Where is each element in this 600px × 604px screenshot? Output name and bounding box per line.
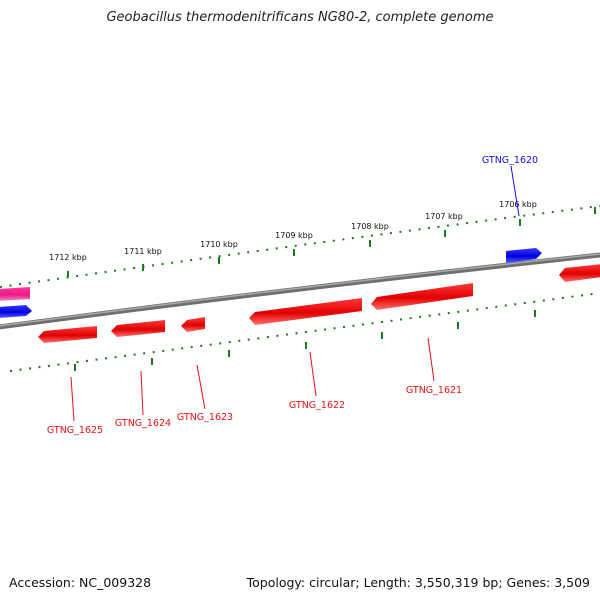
gene-arrow-gtng-1623[interactable] [181,317,205,332]
gene-label-gtng-1624[interactable]: GTNG_1624 [115,418,171,429]
gene-arrow-gtng-1621[interactable] [371,283,473,310]
leader-line-gtng-1621 [427,337,435,382]
gene-arrow-gtng-1622[interactable] [249,298,362,325]
kbp-labels: 1712 kbp 1711 kbp 1710 kbp 1709 kbp 1708… [49,200,537,262]
kbp-label: 1706 kbp [499,200,537,209]
kbp-label: 1710 kbp [200,240,238,249]
leader-line-gtng-1620 [510,165,520,217]
genome-backbone [0,252,600,330]
gene-arrow-right-edge[interactable] [559,264,600,282]
leader-line-gtng-1625 [70,376,75,422]
gene-label-gtng-1625[interactable]: GTNG_1625 [47,425,103,436]
reverse-strand-genes [38,264,600,343]
genome-summary: Topology: circular; Length: 3,550,319 bp… [246,575,590,590]
outer-tick-track [0,205,600,288]
leader-line-gtng-1624 [140,370,144,416]
inner-major-ticks [74,310,536,371]
accession-label: Accession: NC_009328 [9,575,152,590]
kbp-label: 1708 kbp [351,222,389,231]
gene-leader-lines [70,165,520,422]
leader-line-gtng-1623 [196,364,206,410]
outer-major-ticks [67,207,596,277]
gene-label-gtng-1623[interactable]: GTNG_1623 [177,412,233,423]
gene-arrow-gtng-1624[interactable] [111,320,165,337]
gene-labels: GTNG_1620 GTNG_1621 GTNG_1622 GTNG_1623 … [47,155,538,436]
kbp-label: 1712 kbp [49,253,87,262]
genome-backbone-highlight [0,253,600,327]
gene-arrow-left-blue[interactable] [0,305,32,318]
forward-strand-genes [0,248,542,318]
map-title: Geobacillus thermodenitrificans NG80-2, … [106,10,494,25]
gene-label-gtng-1622[interactable]: GTNG_1622 [289,400,345,411]
gene-label-gtng-1620[interactable]: GTNG_1620 [482,155,538,166]
gene-arrow-gtng-1625[interactable] [38,326,97,343]
kbp-label: 1707 kbp [425,212,463,221]
leader-line-gtng-1622 [309,351,317,397]
inner-tick-track [9,292,600,372]
gene-arrow-gtng-1620[interactable] [506,248,542,263]
kbp-label: 1711 kbp [124,247,162,256]
gene-label-gtng-1621[interactable]: GTNG_1621 [406,385,462,396]
kbp-label: 1709 kbp [275,231,313,240]
gene-arrow-left-pink[interactable] [0,287,30,301]
